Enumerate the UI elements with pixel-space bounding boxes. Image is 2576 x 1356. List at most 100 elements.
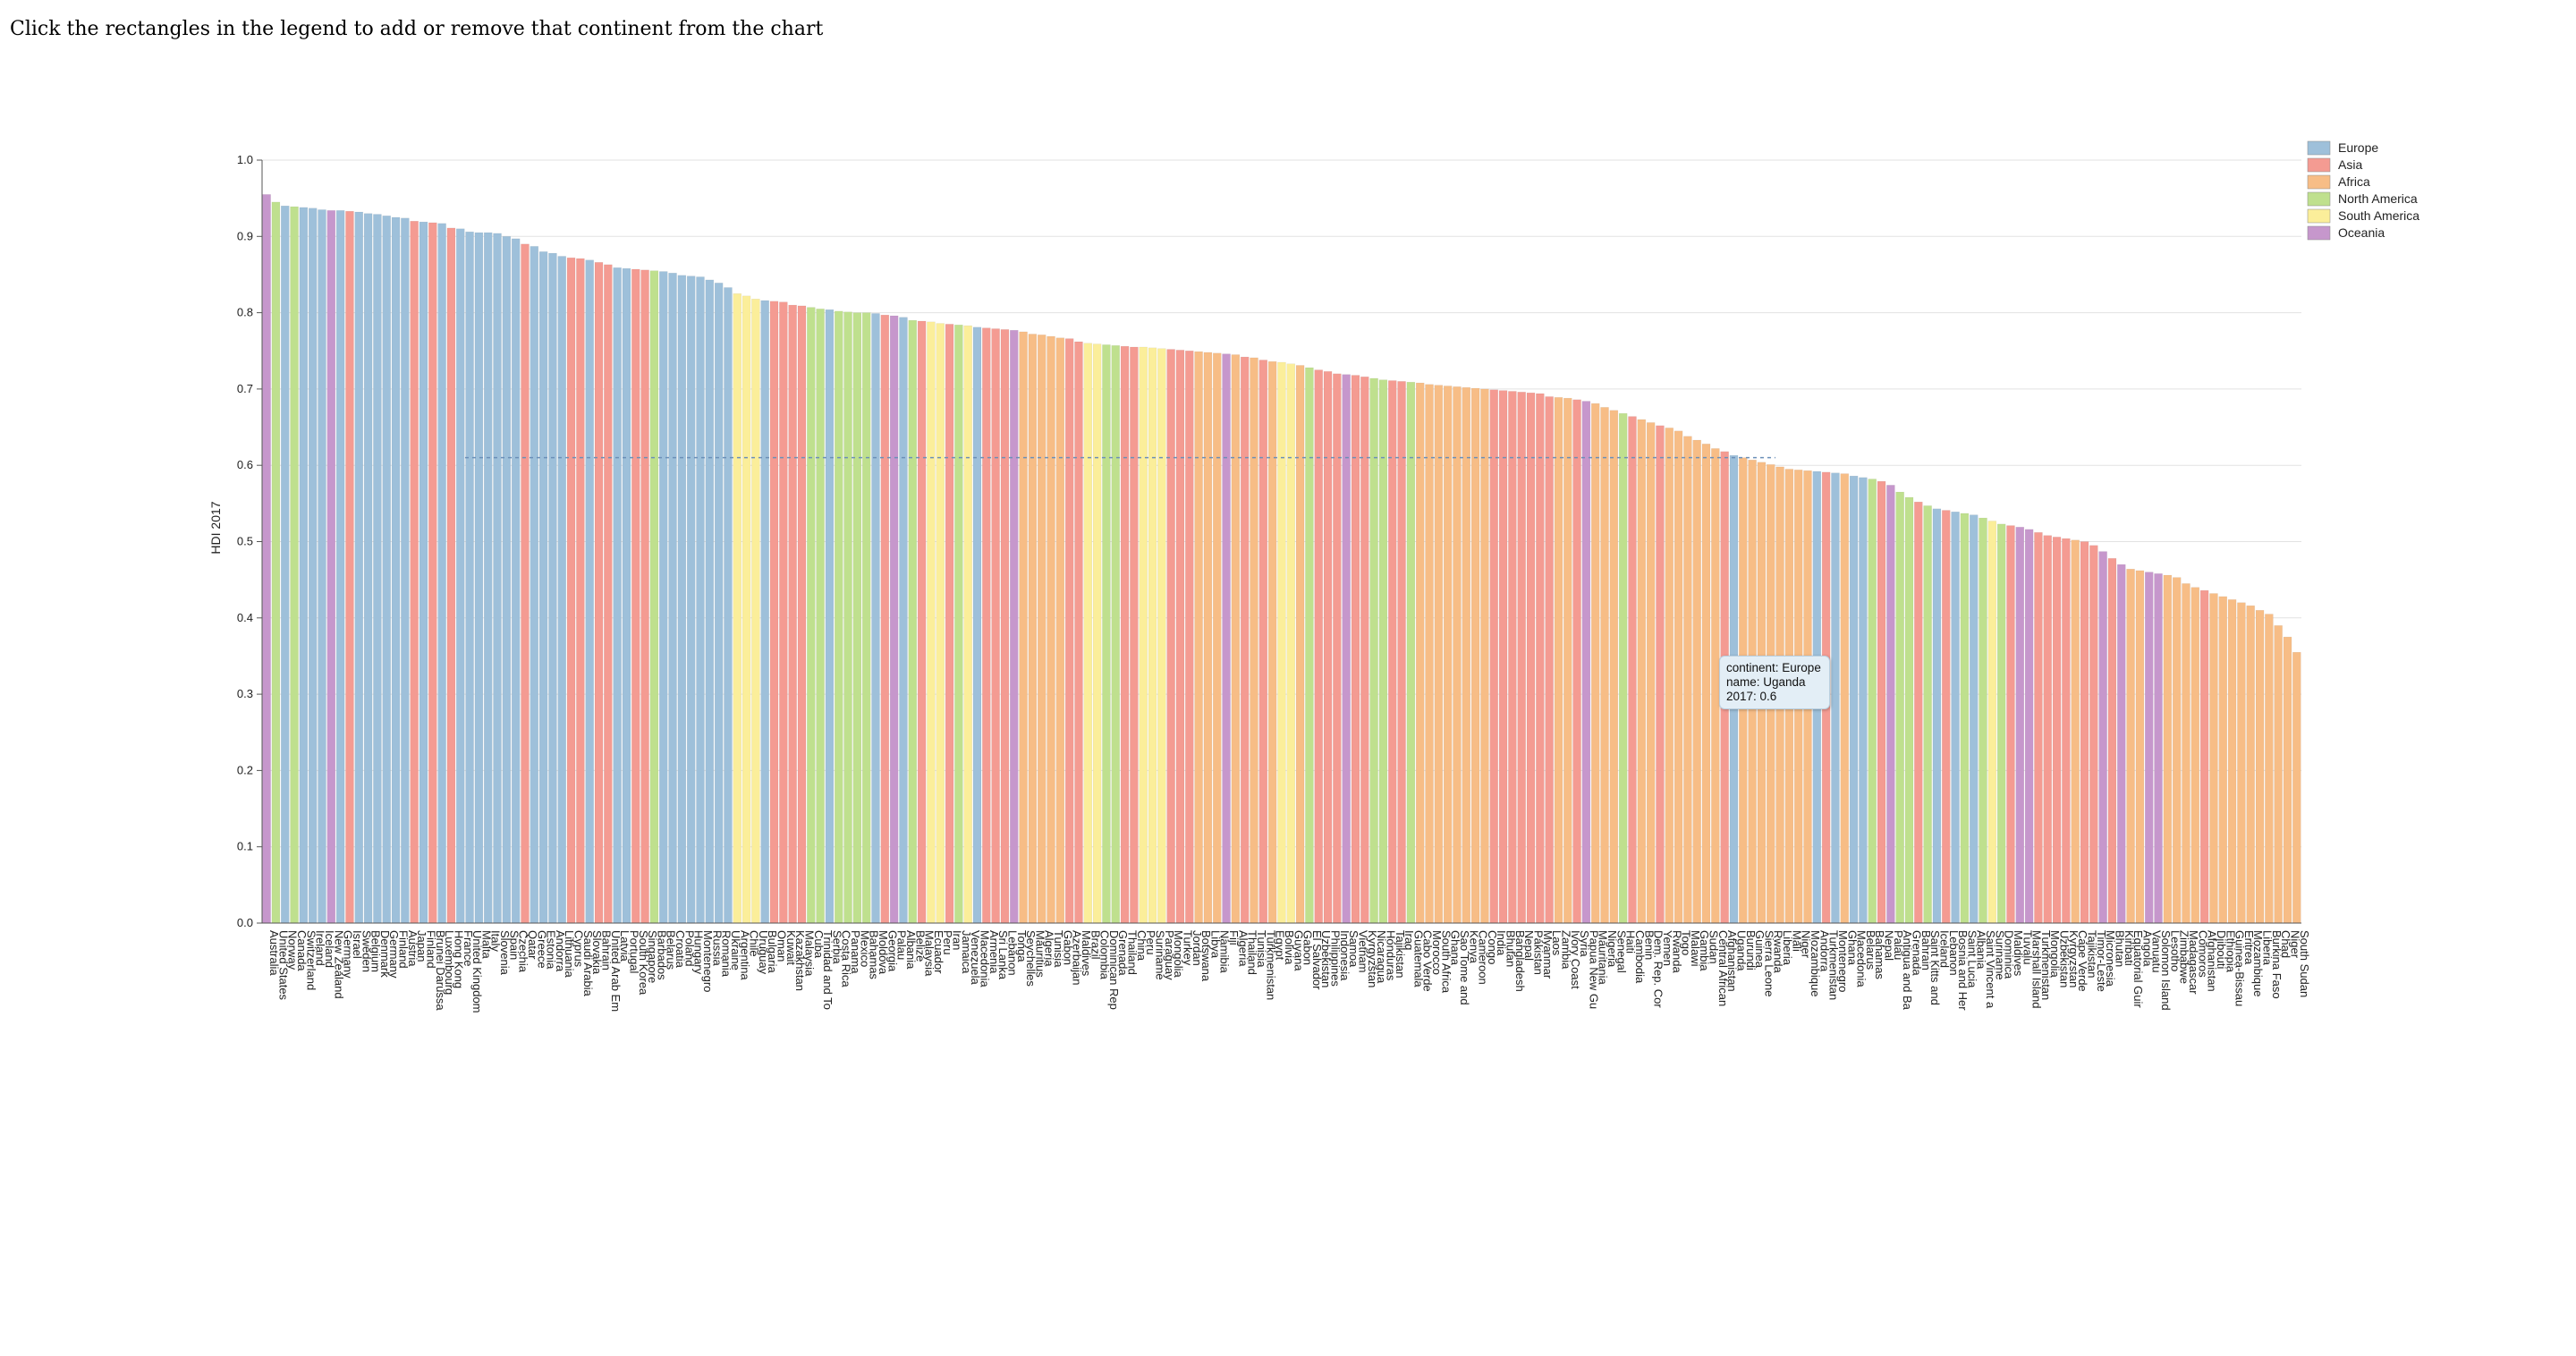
bar[interactable] xyxy=(1517,392,1526,924)
bar[interactable] xyxy=(2154,573,2163,924)
legend-swatch[interactable] xyxy=(2307,174,2331,190)
bar[interactable] xyxy=(1637,419,1647,924)
bar[interactable] xyxy=(262,194,271,924)
bar[interactable] xyxy=(1212,352,1222,924)
bar[interactable] xyxy=(2052,537,2062,924)
bar[interactable] xyxy=(2283,636,2292,924)
bar[interactable] xyxy=(1222,353,1231,924)
bar[interactable] xyxy=(769,301,779,924)
bar[interactable] xyxy=(668,272,677,924)
bar[interactable] xyxy=(649,270,659,924)
bar[interactable] xyxy=(2218,596,2228,924)
bar[interactable] xyxy=(640,269,649,924)
bar[interactable] xyxy=(1203,352,1213,924)
bar[interactable] xyxy=(1194,351,1203,924)
bar[interactable] xyxy=(1074,341,1083,924)
bar[interactable] xyxy=(1665,428,1674,924)
bar[interactable] xyxy=(2182,583,2190,924)
bar[interactable] xyxy=(889,315,899,924)
bar[interactable] xyxy=(982,327,991,924)
bar[interactable] xyxy=(843,311,852,924)
bar[interactable] xyxy=(2209,593,2218,924)
bar[interactable] xyxy=(521,243,530,924)
bar[interactable] xyxy=(1425,384,1434,924)
bar[interactable] xyxy=(1369,377,1378,924)
bar[interactable] xyxy=(1554,397,1563,924)
bar[interactable] xyxy=(1618,412,1628,924)
bar[interactable] xyxy=(677,275,687,924)
bar[interactable] xyxy=(622,267,631,924)
bar[interactable] xyxy=(1996,523,2006,924)
bar[interactable] xyxy=(391,216,401,924)
legend-item[interactable]: Oceania xyxy=(2307,225,2385,241)
bar[interactable] xyxy=(705,279,715,924)
bar[interactable] xyxy=(880,314,890,924)
bar[interactable] xyxy=(696,276,705,924)
bar[interactable] xyxy=(1083,343,1093,924)
bar[interactable] xyxy=(401,217,410,924)
bar[interactable] xyxy=(1646,422,1656,924)
bar[interactable] xyxy=(1701,444,1711,924)
bar[interactable] xyxy=(1305,367,1314,924)
bar[interactable] xyxy=(917,320,927,924)
bar[interactable] xyxy=(530,246,539,924)
legend-swatch[interactable] xyxy=(2307,208,2331,224)
bar[interactable] xyxy=(1914,501,1923,924)
bar[interactable] xyxy=(724,287,733,924)
bar[interactable] xyxy=(2024,529,2034,924)
bar[interactable] xyxy=(1979,517,1987,924)
bar[interactable] xyxy=(557,256,567,924)
bar[interactable] xyxy=(1711,448,1720,924)
bar[interactable] xyxy=(2071,539,2080,924)
bar[interactable] xyxy=(1064,338,1074,924)
bar[interactable] xyxy=(1028,334,1038,924)
bar[interactable] xyxy=(354,211,364,924)
bar[interactable] xyxy=(936,323,945,924)
bar[interactable] xyxy=(963,325,972,924)
bar[interactable] xyxy=(1258,360,1268,924)
bar[interactable] xyxy=(1406,381,1416,924)
bar[interactable] xyxy=(1360,377,1369,924)
bar[interactable] xyxy=(280,205,290,924)
bar[interactable] xyxy=(299,207,309,924)
bar[interactable] xyxy=(1434,385,1444,924)
bar[interactable] xyxy=(1480,388,1489,924)
bar[interactable] xyxy=(2062,538,2071,924)
bar[interactable] xyxy=(1286,363,1296,924)
bar[interactable] xyxy=(345,210,354,924)
bar[interactable] xyxy=(871,313,880,924)
bar[interactable] xyxy=(779,301,788,924)
bar[interactable] xyxy=(2107,558,2117,924)
bar[interactable] xyxy=(373,214,382,924)
legend-swatch[interactable] xyxy=(2307,191,2331,207)
bar[interactable] xyxy=(631,268,640,924)
bar[interactable] xyxy=(382,216,391,924)
bar[interactable] xyxy=(1175,350,1185,924)
legend-item[interactable]: South America xyxy=(2307,208,2419,224)
bar[interactable] xyxy=(1092,343,1102,924)
bar[interactable] xyxy=(1240,356,1250,924)
bar[interactable] xyxy=(1102,344,1111,924)
bar[interactable] xyxy=(308,208,318,924)
bar[interactable] xyxy=(899,317,908,924)
bar[interactable] xyxy=(1055,337,1065,924)
bar[interactable] xyxy=(419,221,428,924)
legend-item[interactable]: North America xyxy=(2307,191,2418,207)
bar[interactable] xyxy=(1987,521,1997,924)
bar[interactable] xyxy=(2265,614,2274,924)
bar[interactable] xyxy=(2199,589,2209,924)
bar[interactable] xyxy=(548,252,557,924)
bar[interactable] xyxy=(1609,410,1619,924)
bar[interactable] xyxy=(1581,401,1591,924)
bar[interactable] xyxy=(335,210,345,924)
bar[interactable] xyxy=(2034,532,2043,924)
bar[interactable] xyxy=(1185,351,1194,924)
legend-item[interactable]: Europe xyxy=(2307,140,2378,156)
bar[interactable] xyxy=(741,295,751,924)
bar[interactable] xyxy=(2117,564,2126,924)
bar[interactable] xyxy=(437,223,446,924)
bar[interactable] xyxy=(428,222,437,924)
bar[interactable] xyxy=(1849,475,1859,924)
legend-item[interactable]: Asia xyxy=(2307,157,2362,173)
bar[interactable] xyxy=(1683,436,1692,924)
